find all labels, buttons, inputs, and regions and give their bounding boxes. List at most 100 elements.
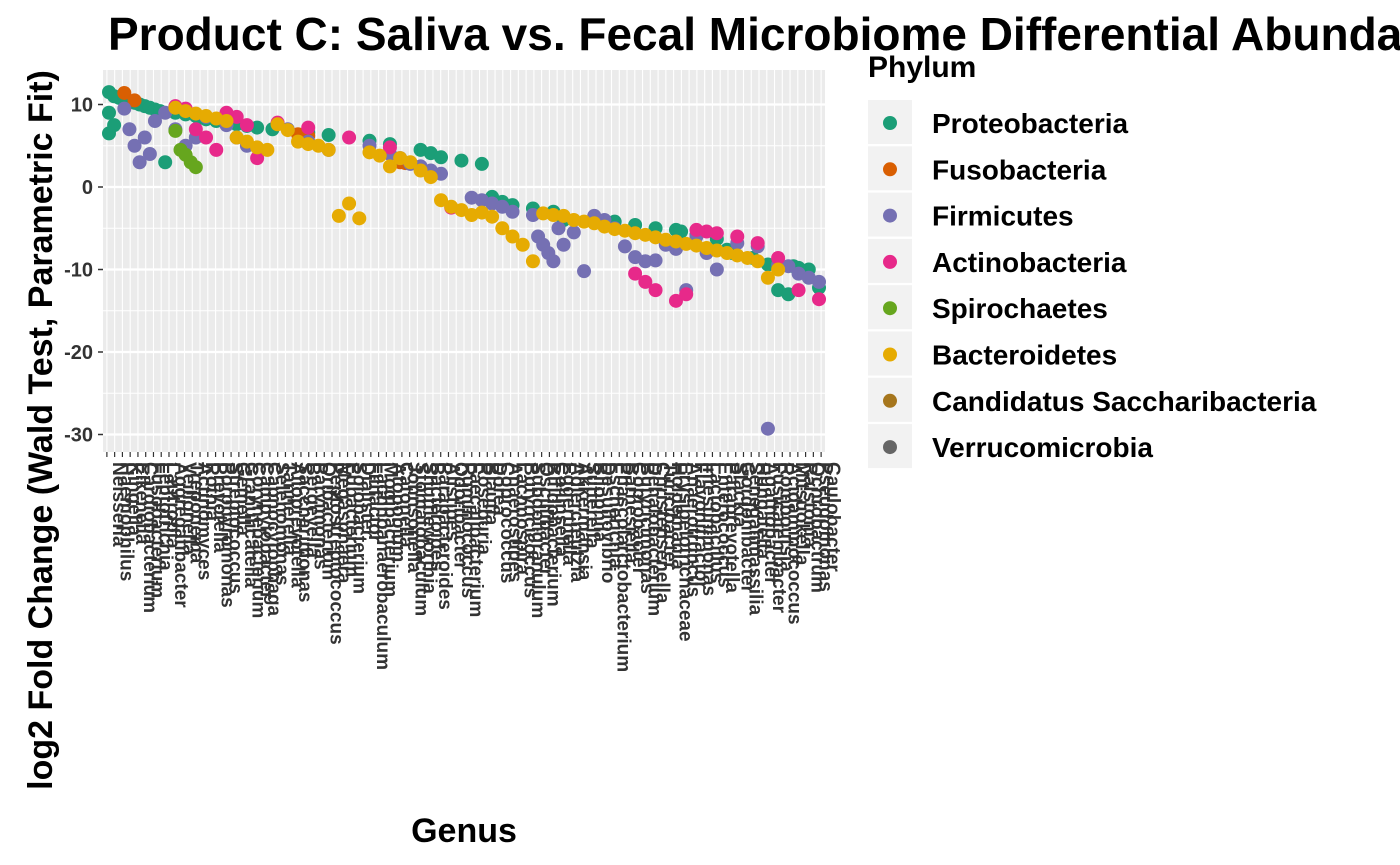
x-tick-label: Adlercreutzia (566, 462, 587, 583)
x-tick-label: Aggregatibacter (170, 462, 191, 608)
x-tick-label: Lachnoanaerobaculum (372, 462, 393, 670)
x-tick-label: Roseburia (473, 462, 494, 555)
x-tick-label: Cardiobacterium (139, 462, 160, 613)
data-point (280, 123, 295, 138)
data-point (551, 221, 566, 236)
x-tick-label: Enterococcus (713, 462, 734, 588)
x-tick-label: Romboutsia (776, 462, 797, 572)
x-tick-label: Dehalobacterium (644, 462, 665, 616)
legend-swatch (883, 440, 897, 455)
x-tick-label: Anaerotruncus (682, 462, 703, 597)
data-point (648, 283, 663, 298)
x-tick-label: Hungatella (752, 462, 773, 560)
legend-label: Candidatus Saccharibacteria (932, 386, 1317, 417)
data-point (199, 130, 214, 145)
x-tick-label: Lactobacillus (706, 462, 727, 583)
legend-swatch (883, 301, 897, 316)
data-point (188, 122, 203, 137)
x-tick-label: Faecalibacterium (465, 462, 486, 617)
x-tick-label: Senegalimassilia (744, 462, 765, 616)
legend-label: Proteobacteria (932, 108, 1128, 139)
y-axis-title: log2 Fold Change (Wald Test, Parametric … (22, 70, 60, 790)
x-tick-label: Bacteroides (426, 462, 447, 571)
x-tick-label: Selenomonas (271, 462, 292, 586)
data-point (750, 254, 765, 269)
x-tick-label: Escherichia (605, 462, 626, 569)
data-point (434, 193, 449, 208)
x-tick-label: Agathobacter (760, 462, 781, 585)
data-point (628, 266, 643, 281)
x-tick-label: Porphyromonas (217, 462, 238, 608)
data-point (760, 270, 775, 285)
data-point (321, 142, 336, 157)
x-tick-label: Johnsonella (403, 462, 424, 573)
data-point (132, 155, 147, 170)
x-tick-label: Treponema (186, 462, 207, 564)
x-tick-label: Dialister (356, 462, 377, 538)
x-tick-label: Slackia (729, 462, 750, 528)
x-tick-label: Streptococcus (224, 462, 245, 594)
data-point (709, 226, 724, 241)
data-point (122, 122, 137, 137)
data-point (760, 421, 775, 436)
data-point (709, 262, 724, 277)
data-point (331, 208, 346, 223)
x-tick-label: Oscillibacter (535, 462, 556, 577)
x-tick-label: Barnesiella (620, 462, 641, 564)
x-tick-label: Dorea (488, 462, 509, 516)
legend-swatch (883, 162, 897, 177)
data-point (617, 239, 632, 254)
x-tick-label: Parabacteroides (434, 462, 455, 610)
x-tick-label: Alistipes (442, 462, 463, 541)
x-tick-label: Akkermansia (574, 462, 595, 581)
data-point (485, 209, 500, 224)
data-point (188, 160, 203, 175)
legend: Phylum Proteobacteria Fusobacteria Firmicu… (868, 51, 1317, 469)
x-tick-label: Blautia (481, 462, 502, 526)
legend-swatch (883, 208, 897, 223)
x-tick-label: Saccharimonas (294, 462, 315, 602)
x-tick-label: Lachnospira (512, 462, 533, 575)
data-point (107, 118, 122, 133)
data-point (668, 293, 683, 308)
data-point (771, 262, 786, 277)
data-point (638, 274, 653, 289)
x-tick-label: Granulicatella (240, 462, 261, 588)
x-tick-label: Eggerthella (558, 462, 579, 566)
y-gridlines (103, 103, 825, 436)
x-tick-label: Oribacterium (317, 462, 338, 580)
data-point (474, 156, 489, 171)
x-tick-label: Prevotella (209, 462, 230, 553)
data-point (730, 229, 745, 244)
legend-items: Proteobacteria Fusobacteria Firmicutes Acti… (868, 100, 1317, 469)
data-point (577, 264, 592, 279)
y-tick-label: -20 (64, 342, 93, 364)
x-tick-label: Campylobacter (255, 462, 276, 600)
x-tick-label: Butyricicoccus (519, 462, 540, 598)
x-tick-label: Ralstonia (799, 462, 820, 548)
data-point (301, 120, 316, 135)
legend-label: Spirochaetes (932, 293, 1108, 324)
x-tick-label: Kingella (123, 462, 144, 536)
legend-swatch (883, 393, 897, 408)
data-point (352, 211, 367, 226)
data-point (372, 148, 387, 163)
data-point (566, 225, 581, 240)
data-point (413, 163, 428, 178)
x-tick-label: Neisseria (108, 462, 129, 547)
x-tick-label: Actinomyces (193, 462, 214, 580)
x-tick-label: Corynebacterium (248, 462, 269, 618)
x-tick-label: Solobacterium (349, 462, 370, 594)
x-tick-label: Mitsuokella (791, 462, 812, 566)
x-tick-label: Anaerostipes (504, 462, 525, 582)
legend-label: Verrucomicrobia (932, 432, 1153, 463)
x-tick-label: Peptostreptococcus (325, 462, 346, 645)
x-tick-label: Gemella (232, 462, 253, 536)
x-tick-label: Collinsella (550, 462, 571, 557)
data-point (117, 101, 132, 116)
x-tick-label: Bifidobacterium (543, 462, 564, 607)
x-tick-label: Gordonibacter (737, 462, 758, 594)
data-point (137, 130, 152, 145)
data-point (127, 93, 142, 108)
